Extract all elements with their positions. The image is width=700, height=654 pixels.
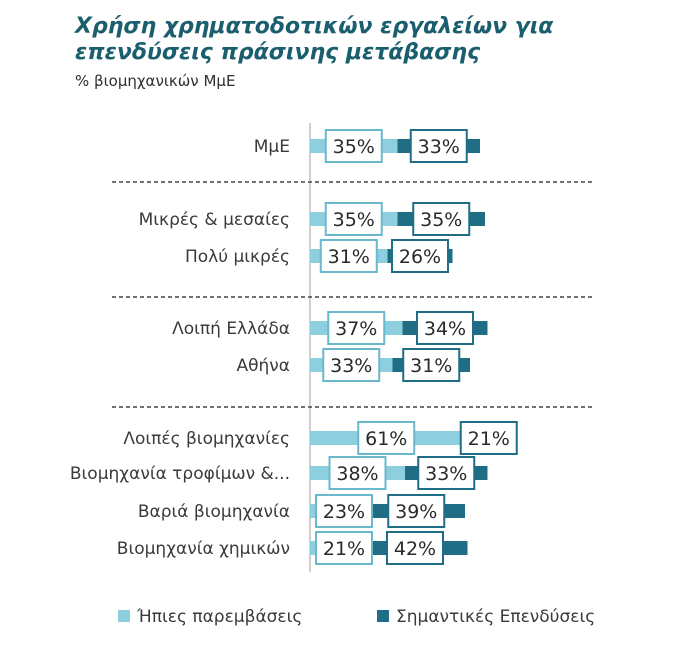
data-label-box bbox=[327, 311, 386, 345]
category-label: Αθήνα bbox=[236, 356, 290, 376]
category-label: Λοιπές βιομηχανίες bbox=[123, 429, 290, 449]
legend-label-simantikes-ependyseis: Σημαντικές Επενδύσεις bbox=[396, 607, 595, 627]
data-label-simantikes-ependyseis: 34% bbox=[424, 318, 466, 340]
data-label-ipies-paremvaseis: 35% bbox=[333, 209, 375, 231]
chart-subtitle: % βιομηχανικών ΜμΕ bbox=[75, 72, 236, 90]
data-label-ipies-paremvaseis: 61% bbox=[365, 428, 407, 450]
category-label: Βιομηχανία χημικών bbox=[117, 539, 290, 559]
data-label-box bbox=[322, 348, 381, 382]
legend-label-ipies-paremvaseis: Ήπιες παρεμβάσεις bbox=[136, 607, 302, 627]
data-label-simantikes-ependyseis: 35% bbox=[420, 209, 462, 231]
category-label: Βαριά βιομηχανία bbox=[138, 502, 290, 522]
data-label-box bbox=[402, 348, 461, 382]
data-label-ipies-paremvaseis: 23% bbox=[323, 501, 365, 523]
data-label-ipies-paremvaseis: 21% bbox=[323, 538, 365, 560]
category-label: Μικρές & μεσαίες bbox=[139, 210, 290, 230]
category-label: ΜμΕ bbox=[254, 137, 290, 157]
data-label-box bbox=[328, 456, 387, 490]
data-label-ipies-paremvaseis: 33% bbox=[330, 355, 372, 377]
data-label-box bbox=[386, 531, 444, 565]
data-label-box bbox=[319, 239, 378, 273]
category-label: Βιομηχανία τροφίμων &... bbox=[70, 464, 290, 484]
data-label-simantikes-ependyseis: 42% bbox=[394, 538, 436, 560]
data-label-box bbox=[324, 202, 383, 236]
data-label-ipies-paremvaseis: 35% bbox=[333, 136, 375, 158]
data-label-box bbox=[416, 311, 474, 345]
data-label-box bbox=[387, 494, 446, 528]
data-label-box bbox=[409, 129, 468, 163]
data-label-simantikes-ependyseis: 21% bbox=[468, 428, 510, 450]
data-label-box bbox=[324, 129, 383, 163]
category-label: Λοιπή Ελλάδα bbox=[172, 319, 290, 339]
data-label-simantikes-ependyseis: 31% bbox=[410, 355, 452, 377]
data-label-ipies-paremvaseis: 31% bbox=[328, 246, 370, 268]
data-label-simantikes-ependyseis: 33% bbox=[425, 463, 467, 485]
legend-swatch-simantikes-ependyseis bbox=[377, 610, 389, 622]
data-label-simantikes-ependyseis: 33% bbox=[418, 136, 460, 158]
data-label-box bbox=[391, 239, 449, 273]
data-label-box bbox=[315, 494, 373, 528]
data-label-box bbox=[357, 421, 416, 455]
chart-title: Χρήση χρηματοδοτικών εργαλείων για επενδ… bbox=[75, 14, 554, 65]
legend-swatch-ipies-paremvaseis bbox=[118, 610, 130, 622]
data-label-box bbox=[412, 202, 471, 236]
data-label-box bbox=[315, 531, 373, 565]
data-label-box bbox=[459, 421, 518, 455]
data-label-box bbox=[417, 456, 476, 490]
data-label-ipies-paremvaseis: 38% bbox=[336, 463, 378, 485]
data-label-ipies-paremvaseis: 37% bbox=[335, 318, 377, 340]
data-label-simantikes-ependyseis: 26% bbox=[399, 246, 441, 268]
category-label: Πολύ μικρές bbox=[185, 247, 290, 267]
data-label-simantikes-ependyseis: 39% bbox=[395, 501, 437, 523]
